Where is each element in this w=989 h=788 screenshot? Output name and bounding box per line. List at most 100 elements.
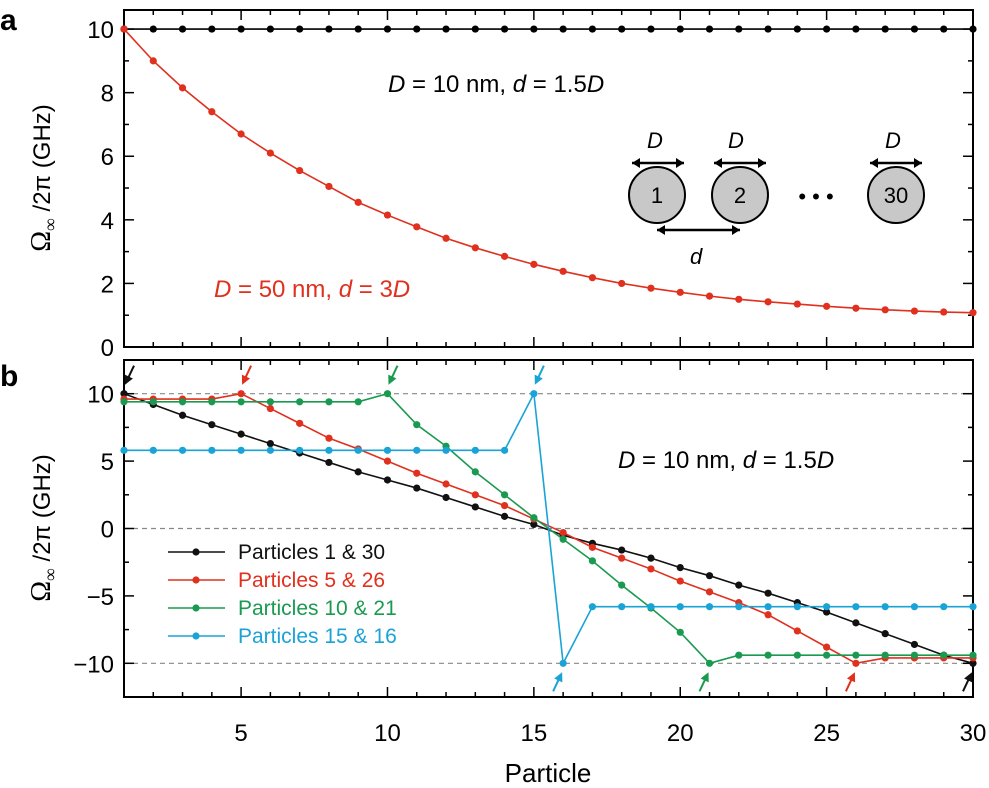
- inset-D-label-2: D: [728, 128, 744, 153]
- data-point: [588, 274, 597, 282]
- data-point: [793, 651, 801, 659]
- y-tick-label: 4: [101, 208, 114, 235]
- panel-a-series: [120, 25, 977, 317]
- data-point: [354, 446, 362, 454]
- data-point: [266, 404, 274, 413]
- legend-item: Particles 15 & 16: [168, 625, 397, 648]
- data-point: [208, 398, 216, 406]
- data-point: [413, 421, 421, 429]
- data-point: [881, 630, 889, 638]
- y-tick-label: 8: [101, 81, 114, 108]
- panel-a-frame: [123, 9, 974, 348]
- data-point: [413, 446, 421, 454]
- inset-D-label-30: D: [885, 128, 901, 153]
- data-point: [705, 25, 714, 33]
- data-point: [500, 512, 509, 520]
- data-point: [383, 457, 392, 465]
- data-point: [881, 651, 889, 659]
- data-point: [237, 446, 245, 454]
- data-point: [969, 659, 977, 667]
- data-point: [296, 446, 304, 454]
- data-point: [178, 84, 187, 92]
- data-point: [676, 628, 684, 636]
- data-point: [852, 25, 860, 33]
- data-point: [852, 651, 860, 659]
- y-tick-label: 5: [101, 449, 114, 476]
- x-tick-label: 10: [374, 720, 401, 747]
- highlight-arrowhead: [534, 374, 543, 385]
- panel-b-y-ticks: 10 5 0 −5 −10: [73, 359, 973, 698]
- data-point: [354, 398, 362, 406]
- data-point: [940, 651, 948, 659]
- data-point: [178, 446, 187, 454]
- legend-marker: [192, 548, 200, 556]
- data-point: [500, 252, 509, 260]
- data-point: [676, 288, 684, 296]
- x-tick-label: 15: [521, 720, 548, 747]
- data-point: [471, 503, 479, 511]
- y-tick-label: −5: [87, 584, 114, 611]
- data-point: [764, 611, 772, 619]
- data-point: [530, 25, 538, 33]
- data-point: [354, 468, 362, 476]
- data-point: [735, 603, 743, 611]
- data-point: [325, 458, 333, 467]
- data-point: [237, 25, 245, 33]
- highlight-arrowhead: [124, 374, 133, 385]
- panel-b-arrows: [124, 365, 973, 692]
- inset-particle-2: [711, 166, 769, 224]
- y-tick-label: −10: [73, 651, 114, 678]
- data-point: [852, 659, 860, 667]
- data-point: [442, 446, 450, 454]
- data-point: [208, 446, 216, 454]
- data-point: [910, 651, 919, 659]
- data-point: [559, 535, 567, 543]
- panel-a: a 0 2 4 6 8 10 Ω∞ /2π (GHz) D = 10 nm, d = 1.…: [0, 4, 977, 362]
- series-4: [120, 390, 977, 667]
- legend-label: Particles 1 & 30: [238, 541, 385, 564]
- data-point: [881, 306, 889, 314]
- data-point: [120, 25, 128, 33]
- inset-particle-30-label: 30: [884, 183, 908, 208]
- inset-d-label: d: [690, 244, 703, 269]
- data-point: [383, 390, 392, 398]
- data-point: [383, 476, 392, 484]
- data-point: [793, 25, 801, 33]
- panel-a-inset: D 1 D 2 • • • D 30 d: [628, 128, 925, 269]
- data-point: [676, 563, 684, 572]
- data-point: [471, 446, 479, 454]
- data-point: [852, 619, 860, 627]
- data-point: [881, 25, 889, 33]
- data-point: [471, 244, 479, 252]
- highlight-arrowhead: [964, 672, 973, 683]
- data-point: [881, 603, 889, 611]
- data-point: [500, 25, 509, 33]
- data-point: [208, 108, 216, 116]
- data-point: [969, 309, 977, 317]
- panel-b-x-ticks: [123, 360, 974, 697]
- data-point: [413, 223, 421, 231]
- data-point: [940, 603, 948, 611]
- data-point: [823, 25, 831, 33]
- data-point: [471, 468, 479, 476]
- data-point: [647, 25, 655, 33]
- highlight-arrowhead: [241, 374, 251, 385]
- data-point: [266, 446, 274, 454]
- data-point: [852, 304, 860, 312]
- data-point: [618, 554, 626, 562]
- data-point: [296, 419, 304, 427]
- inset-particle-30: [867, 166, 925, 224]
- data-point: [530, 520, 538, 529]
- data-point: [676, 577, 684, 585]
- legend-marker: [192, 576, 200, 584]
- data-point: [325, 25, 333, 33]
- data-point: [588, 557, 597, 565]
- inset-particle-1-label: 1: [651, 183, 663, 208]
- data-point: [237, 430, 245, 438]
- data-point: [559, 25, 567, 33]
- data-point: [793, 603, 801, 611]
- x-tick-label: 20: [667, 720, 694, 747]
- data-point: [442, 25, 450, 33]
- inset-ellipsis: • • •: [798, 184, 833, 209]
- data-point: [237, 130, 245, 138]
